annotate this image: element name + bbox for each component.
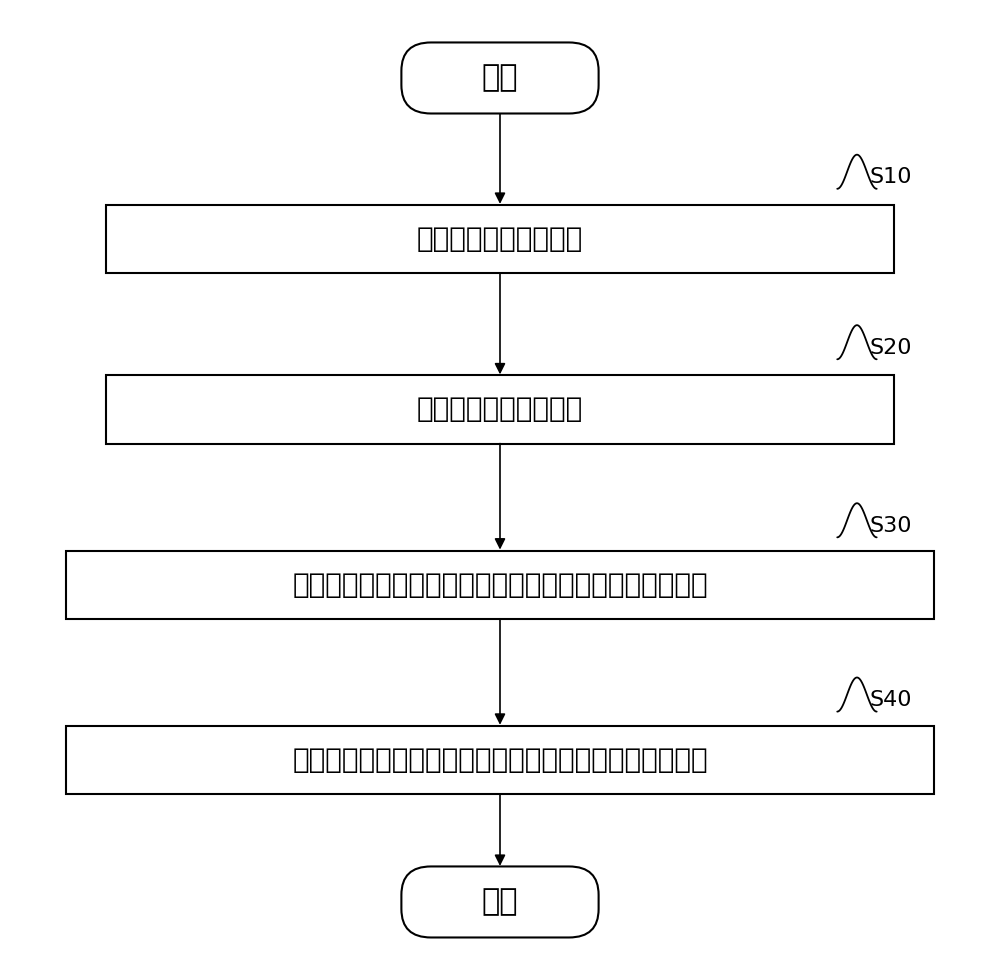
Bar <box>106 376 894 444</box>
Text: S10: S10 <box>870 167 912 187</box>
Text: 根据获得的塔架载荷来确定塔架上预定部件的疲劳损伤値: 根据获得的塔架载荷来确定塔架上预定部件的疲劳损伤値 <box>292 746 708 774</box>
Text: 确定塔架上部相对位移: 确定塔架上部相对位移 <box>417 396 583 424</box>
Text: S20: S20 <box>870 338 912 357</box>
Text: 结束: 结束 <box>482 887 518 917</box>
Bar <box>106 205 894 273</box>
FancyBboxPatch shape <box>401 42 599 113</box>
Text: 开始: 开始 <box>482 63 518 92</box>
Text: 确定塔架顶部绝对位移: 确定塔架顶部绝对位移 <box>417 225 583 253</box>
Bar <box>66 551 934 619</box>
Text: S40: S40 <box>870 690 912 710</box>
Text: S30: S30 <box>870 516 912 536</box>
FancyBboxPatch shape <box>401 867 599 938</box>
Text: 根据塔架顶部绝对位移和塔架上部相对位移获得塔架载荷: 根据塔架顶部绝对位移和塔架上部相对位移获得塔架载荷 <box>292 571 708 599</box>
Bar <box>66 726 934 794</box>
